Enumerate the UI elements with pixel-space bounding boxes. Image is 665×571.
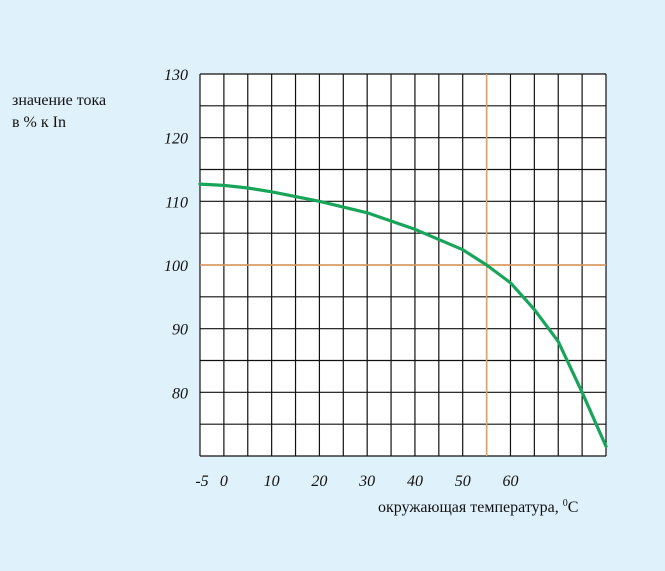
x-tick-label: 30 (358, 473, 375, 490)
y-axis-label-line-2: в % к In (12, 114, 66, 131)
series-line (198, 182, 608, 448)
y-tick-label: 80 (172, 385, 188, 402)
y-tick-label: 90 (172, 322, 188, 339)
x-tick-label: 50 (455, 473, 471, 490)
y-tick-label: 130 (164, 67, 188, 84)
x-tick-label: 40 (407, 473, 423, 490)
x-tick-label: 20 (311, 473, 327, 490)
y-axis-label: значение тока в % к In (12, 90, 106, 134)
x-tick-label: 60 (502, 473, 518, 490)
y-tick-label: 110 (165, 194, 188, 211)
y-tick-label: 120 (164, 131, 188, 148)
y-tick-label: 100 (164, 258, 188, 275)
x-tick-label: -5 (195, 473, 208, 490)
y-axis-label-line-1: значение тока (12, 92, 107, 109)
x-axis-unit: C (567, 499, 579, 516)
x-tick-label: 10 (264, 473, 280, 490)
x-axis-unit-degree: 0 (562, 498, 568, 509)
x-axis-label: окружающая температура, 0C (378, 498, 578, 517)
x-tick-label: 0 (220, 473, 228, 490)
x-axis-label-text: окружающая температура, (378, 499, 563, 516)
